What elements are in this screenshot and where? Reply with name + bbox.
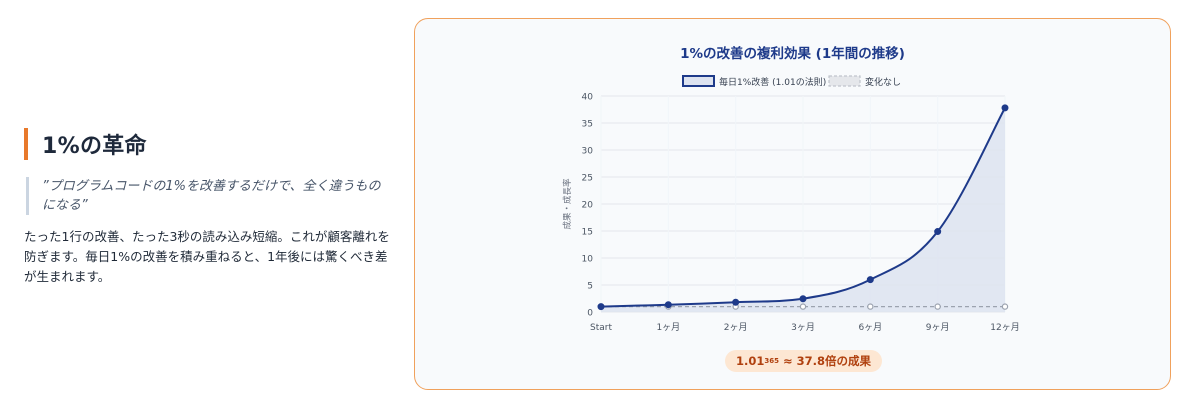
improvement-point [664, 301, 672, 309]
improvement-point [866, 276, 874, 284]
x-tick-label: 2ヶ月 [724, 322, 748, 333]
compound-growth-chart: 0 5 10 15 20 25 30 35 40 Start 1ヶ月 2ヶ月 3ヶ月 6ヶ月 9ヶ月 12ヶ月… [562, 75, 1020, 333]
no-change-point [799, 303, 807, 310]
result-badge: 1.01 365 ≈ 37.8倍の成果 [725, 350, 883, 372]
x-tick-label: 3ヶ月 [791, 322, 815, 333]
chart-title: 1%の改善の複利効果 (1年間の推移) [680, 46, 905, 62]
legend-swatch-no-change [828, 75, 861, 87]
badge-base: 1.01 [736, 354, 765, 368]
improvement-point [934, 228, 942, 236]
x-tick-label: 6ヶ月 [858, 322, 882, 333]
section-heading: 1%の革命 [24, 128, 394, 160]
quote-block: ”プログラムコードの1%を改善するだけで、全く違うものになる” [26, 177, 386, 215]
y-tick-label: 10 [582, 255, 594, 265]
improvement-point [597, 303, 605, 311]
badge-exponent: 365 [764, 357, 779, 365]
legend-label-no-change: 変化なし [865, 76, 901, 88]
improvement-point [799, 295, 807, 303]
y-tick-label: 40 [582, 93, 594, 103]
improvement-area-fill [601, 107, 1005, 312]
y-tick-label: 25 [582, 174, 593, 184]
improvement-point [732, 298, 740, 306]
x-tick-label: Start [590, 323, 612, 333]
legend-label-improvement: 毎日1%改善 (1.01の法則) [719, 76, 826, 88]
no-change-point [867, 303, 874, 310]
intro-section: 1%の革命 ”プログラムコードの1%を改善するだけで、全く違うものになる” たっ… [24, 128, 394, 287]
improvement-point [1001, 104, 1009, 112]
badge-text: ≈ 37.8倍の成果 [783, 354, 872, 368]
no-change-point [934, 303, 941, 310]
legend-swatch-improvement [682, 75, 715, 87]
y-tick-label: 15 [582, 228, 593, 238]
y-tick-label: 20 [582, 201, 594, 211]
chart-card: 1%の改善の複利効果 (1年間の推移) 0 5 10 15 20 25 30 35 40 Star… [414, 18, 1171, 390]
no-change-point [1001, 303, 1009, 310]
x-tick-label: 12ヶ月 [990, 322, 1019, 333]
x-tick-label: 1ヶ月 [656, 322, 680, 333]
y-axis-label: 成果・成長率 [562, 178, 573, 230]
body-paragraph: たった1行の改善、たった3秒の読み込み短縮。これが顧客離れを防ぎます。毎日1%の… [24, 229, 390, 284]
x-tick-label: 9ヶ月 [926, 322, 950, 333]
y-tick-label: 5 [587, 282, 593, 292]
y-tick-label: 30 [582, 147, 594, 157]
y-tick-label: 35 [582, 120, 593, 130]
page-title: 1%の革命 [42, 134, 147, 159]
y-tick-label: 0 [587, 309, 593, 319]
